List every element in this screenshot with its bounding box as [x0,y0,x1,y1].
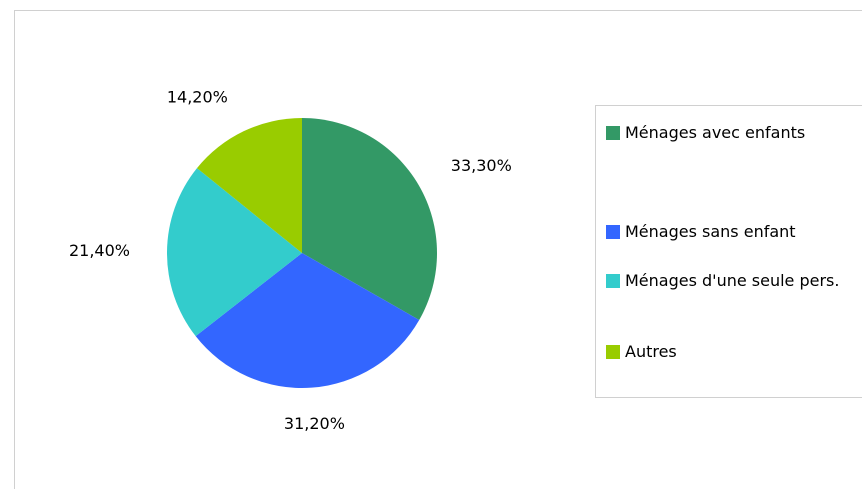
data-label: 21,40% [69,241,130,260]
legend-label: Ménages d'une seule pers. [625,271,840,290]
legend-swatch [606,126,620,140]
pie-slice [195,253,420,388]
legend: Ménages avec enfants Ménages sans enfant M… [595,105,862,398]
chart-frame [14,10,862,489]
legend-swatch [606,274,620,288]
legend-item: Autres [606,339,851,365]
legend-item: Ménages d'une seule pers. [606,268,851,294]
data-label: 14,20% [167,87,228,106]
legend-label: Autres [625,342,677,361]
pie-slice [302,118,437,321]
legend-swatch [606,225,620,239]
legend-item: Ménages sans enfant [606,219,851,245]
legend-swatch [606,345,620,359]
legend-label: Ménages sans enfant [625,222,796,241]
legend-label: Ménages avec enfants [625,123,806,142]
pie-slice [166,168,302,337]
pie-slice [196,118,302,253]
legend-item: Ménages avec enfants [606,120,851,146]
data-label: 33,30% [451,156,512,175]
data-label: 31,20% [284,414,345,433]
